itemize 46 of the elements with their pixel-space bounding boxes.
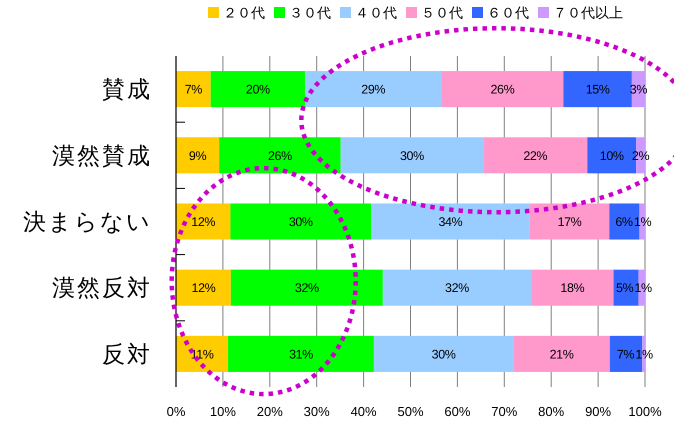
data-label: 10% — [600, 148, 624, 163]
legend-label: ７０代以上 — [553, 4, 623, 20]
x-tick-label: 100% — [628, 404, 662, 419]
data-label: 32% — [445, 281, 470, 296]
legend-label: ２０代 — [223, 4, 265, 20]
data-label: 30% — [288, 215, 313, 229]
x-tick-label: 10% — [210, 404, 236, 419]
data-label: 12% — [191, 215, 216, 229]
data-label: 20% — [246, 82, 270, 97]
legend-label: ６０代 — [487, 4, 529, 20]
data-label: 22% — [523, 148, 548, 163]
x-tick-label: 30% — [304, 404, 330, 419]
data-label: 6% — [615, 215, 633, 229]
x-tick-label: 40% — [350, 404, 378, 419]
x-tick-label: 60% — [444, 404, 471, 419]
data-label: 26% — [268, 148, 292, 163]
data-label: 21% — [550, 347, 574, 362]
x-tick-label: 0% — [166, 404, 186, 419]
x-tick-label: 70% — [491, 404, 518, 419]
data-label: 5% — [616, 281, 634, 296]
data-label: 15% — [586, 82, 610, 97]
x-tick-label: 50% — [397, 404, 424, 419]
data-label: 7% — [184, 82, 202, 97]
data-label: 29% — [361, 82, 386, 97]
data-label: 18% — [560, 281, 584, 296]
x-tick-label: 80% — [538, 404, 565, 419]
data-label: 31% — [289, 347, 314, 362]
data-label: 32% — [294, 281, 320, 296]
data-label: 26% — [490, 82, 515, 97]
legend-label: ５０代 — [421, 4, 463, 20]
data-label: 17% — [558, 215, 582, 229]
data-label: 7% — [616, 347, 634, 362]
data-label: 9% — [188, 148, 206, 163]
y-tick-label: 決まらない — [23, 208, 152, 234]
legend-label: ４０代 — [355, 4, 397, 20]
x-tick-label: 90% — [585, 404, 612, 419]
y-tick-label: 漠然反対 — [52, 274, 152, 301]
data-label: 30% — [432, 347, 456, 362]
y-tick-label: 反対 — [102, 340, 152, 367]
data-label: 34% — [438, 215, 463, 229]
data-label: 12% — [192, 281, 216, 296]
y-tick-label: 賛成 — [102, 76, 152, 102]
y-tick-label: 漠然賛成 — [52, 142, 152, 168]
legend-label: ３０代 — [289, 4, 331, 20]
x-tick-label: 20% — [256, 404, 284, 419]
data-label: 30% — [400, 148, 424, 163]
